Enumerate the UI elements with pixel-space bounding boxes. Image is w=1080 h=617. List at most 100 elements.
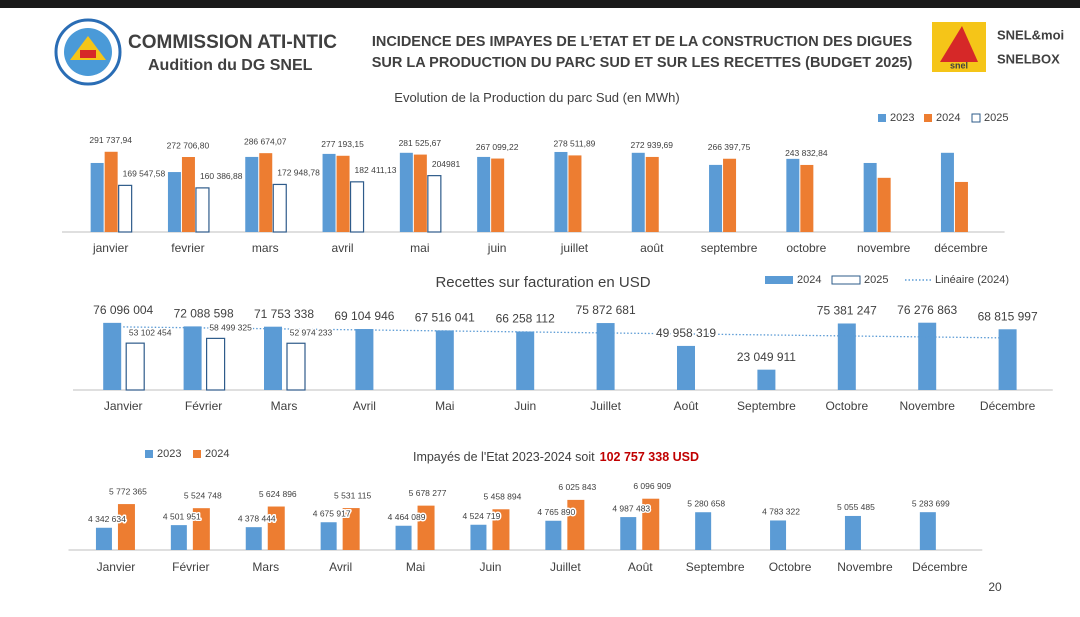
value-label: 5 055 485 (837, 502, 875, 512)
bar (568, 155, 582, 232)
snel-logo (932, 22, 986, 72)
bar (395, 525, 412, 550)
bar (90, 162, 104, 232)
value-label: 5 624 896 (259, 489, 297, 499)
value-label: 182 411,13 (355, 165, 397, 175)
value-label: 4 524 719 (463, 511, 501, 521)
brand: SNELBOX (997, 51, 1060, 66)
bar (954, 181, 968, 232)
x-tick-label: octobre (786, 241, 826, 255)
x-tick-label: Août (674, 399, 699, 413)
trend-line (123, 326, 1008, 339)
bar (545, 520, 562, 550)
legend-label: Linéaire (2024) (935, 274, 1009, 286)
bar (167, 172, 181, 232)
x-tick-label: juillet (560, 241, 589, 255)
bar (95, 527, 112, 550)
value-label: 68 815 997 (978, 309, 1038, 323)
bar (491, 158, 505, 232)
bar (554, 151, 568, 232)
brand: SNEL&moi (997, 27, 1064, 42)
x-tick-label: Décembre (980, 399, 1036, 413)
bar (723, 158, 737, 232)
value-label: 66 258 112 (496, 312, 555, 326)
legend-swatch (878, 114, 886, 122)
bar (342, 508, 360, 550)
legend-label: 2023 (157, 448, 181, 460)
slide-title: SUR LA PRODUCTION DU PARC SUD ET SUR LES… (372, 55, 913, 71)
value-label: 5 678 277 (409, 488, 447, 498)
value-label: 169 547,58 (123, 169, 166, 179)
x-tick-label: Février (185, 399, 222, 413)
x-tick-label: Avril (353, 399, 376, 413)
legend-label: 2025 (864, 274, 888, 286)
x-tick-label: septembre (701, 241, 758, 255)
bar (117, 504, 135, 550)
x-tick-label: Décembre (912, 560, 968, 574)
bar (286, 342, 306, 391)
x-tick-label: Août (628, 560, 653, 574)
value-label: 5 280 658 (687, 498, 725, 508)
x-tick-label: fevrier (171, 241, 204, 255)
value-label: 4 987 483 (612, 503, 650, 513)
bar (336, 155, 350, 232)
bar (104, 151, 118, 232)
x-tick-label: juin (487, 241, 507, 255)
x-tick-label: Septembre (737, 399, 796, 413)
value-label: 6 096 909 (633, 481, 671, 491)
value-label: 4 342 634 (88, 514, 126, 524)
value-label: 72 088 598 (174, 307, 234, 321)
x-tick-label: avril (332, 241, 354, 255)
bar (245, 527, 262, 550)
value-label: 266 397,75 (708, 142, 751, 152)
value-label: 267 099,22 (476, 142, 519, 152)
bar (259, 153, 273, 232)
value-label: 75 381 247 (817, 304, 877, 318)
value-label: 58 499 325 (209, 323, 252, 333)
bar (195, 187, 210, 233)
x-tick-label: Octobre (769, 560, 812, 574)
value-label: 272 939,69 (630, 140, 673, 150)
x-tick-label: Juin (479, 560, 501, 574)
bar (417, 505, 435, 550)
x-tick-label: Mars (252, 560, 279, 574)
bar (470, 524, 487, 550)
bar (642, 498, 660, 550)
value-label: 5 531 115 (334, 490, 371, 500)
chart-title: Impayés de l'Etat 2023-2024 soit 102 757 … (413, 450, 699, 464)
bar (103, 322, 122, 390)
bar (800, 164, 814, 232)
chart-title: Recettes sur facturation en USD (435, 274, 650, 291)
bar (322, 153, 336, 232)
value-label: 5 772 365 (109, 486, 147, 496)
bar (645, 156, 659, 232)
x-tick-label: Mai (406, 560, 425, 574)
subtitle: Audition du DG SNEL (148, 57, 313, 74)
bar (477, 156, 491, 232)
bar (631, 152, 645, 232)
value-label: 5 458 894 (484, 492, 522, 502)
x-tick-label: Juillet (590, 399, 621, 413)
value-label: 4 783 322 (762, 507, 800, 517)
x-tick-label: Mai (435, 399, 454, 413)
value-label: 71 753 338 (254, 307, 314, 321)
bar (192, 508, 210, 550)
bar (118, 184, 133, 233)
bar (786, 158, 800, 232)
bar (492, 509, 510, 550)
bar (181, 157, 195, 232)
bar (413, 154, 427, 232)
x-tick-label: Février (172, 560, 209, 574)
value-label: 5 283 699 (912, 498, 950, 508)
bar (709, 164, 723, 232)
chart-title: Evolution de la Production du parc Sud (… (394, 90, 679, 105)
bar (919, 512, 936, 550)
legend-swatch (145, 450, 153, 458)
bar (125, 342, 145, 391)
bar (516, 331, 535, 390)
x-tick-label: mai (410, 241, 429, 255)
value-label: 23 049 911 (737, 350, 796, 364)
bar (399, 152, 413, 232)
